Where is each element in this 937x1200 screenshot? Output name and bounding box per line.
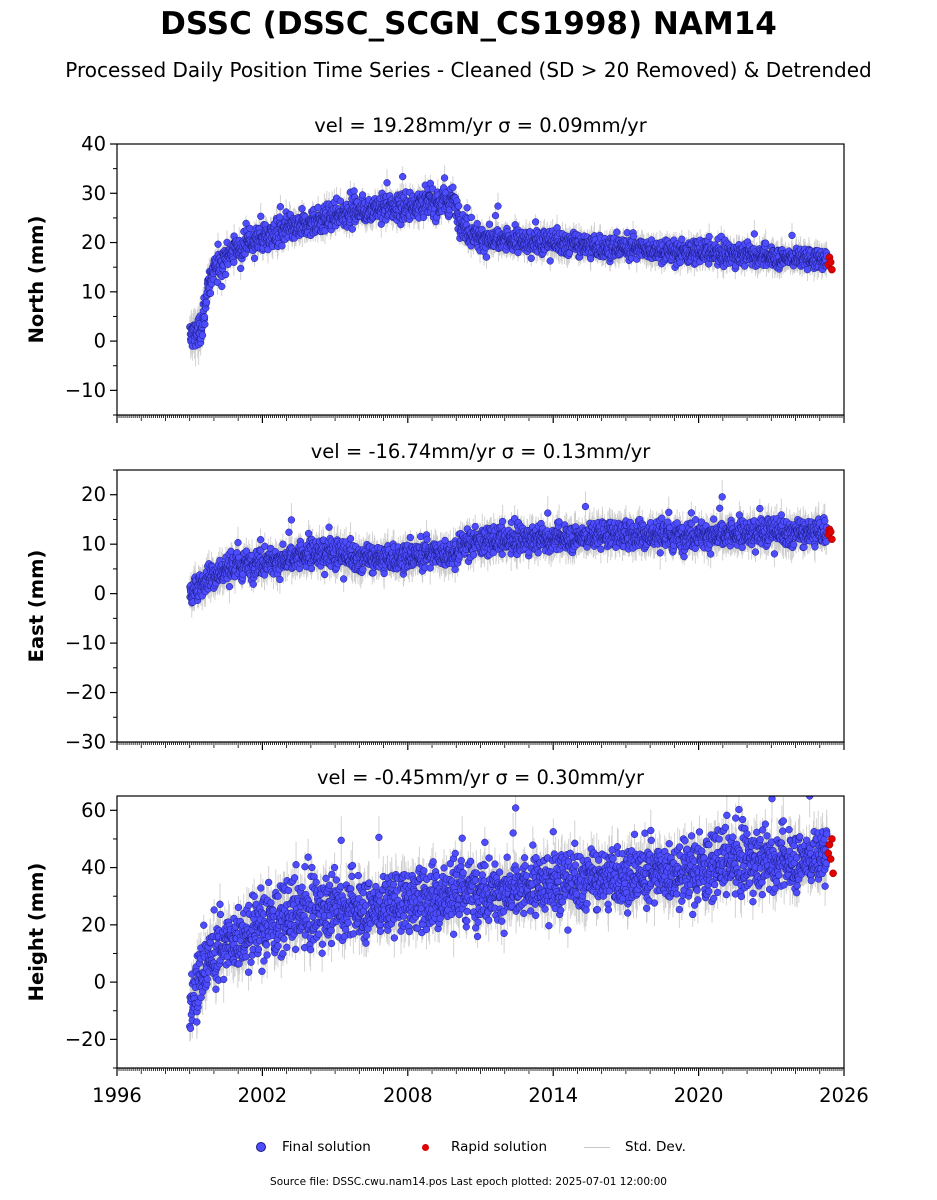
final-solution-point	[201, 320, 209, 328]
final-solution-points	[186, 173, 831, 350]
rapid-solution-points	[824, 253, 836, 274]
final-solution-point	[214, 240, 222, 248]
final-solution-point	[750, 230, 758, 238]
final-solution-point	[463, 204, 471, 212]
final-solution-point	[494, 202, 502, 210]
final-solution-point	[527, 254, 535, 262]
final-solution-point	[383, 179, 391, 187]
final-solution-point	[350, 187, 358, 195]
final-solution-point	[467, 213, 475, 222]
final-solution-point	[473, 219, 481, 228]
final-solution-point	[278, 242, 286, 250]
final-solution-point	[198, 331, 207, 339]
final-solution-point	[454, 202, 463, 210]
final-solution-point	[257, 212, 265, 220]
x-axis	[116, 415, 845, 423]
final-solution-point	[358, 191, 367, 199]
rapid-solution-point	[828, 265, 836, 274]
rapid-solution-point	[826, 258, 835, 267]
final-solution-point	[275, 213, 284, 221]
final-solution-point	[221, 270, 230, 279]
final-solution-point	[246, 224, 254, 233]
final-solution-point	[531, 218, 540, 226]
final-solution-point	[491, 211, 500, 220]
y-axis-label: North (mm)	[25, 216, 48, 344]
final-solution-point	[250, 254, 259, 262]
final-solution-point	[348, 225, 356, 233]
final-solution-point	[482, 253, 491, 261]
y-axis: −10 0 10 20 30 40	[65, 133, 117, 416]
final-solution-point	[803, 265, 812, 274]
figure-title: DSSC (DSSC_SCGN_CS1998) NAM14	[160, 6, 777, 42]
final-solution-point	[200, 313, 209, 321]
final-solution-point	[230, 258, 238, 266]
final-solution-point	[762, 239, 770, 247]
final-solution-point	[399, 173, 407, 181]
final-solution-point	[336, 197, 345, 205]
plot-area	[186, 165, 836, 367]
final-solution-point	[587, 255, 595, 263]
final-solution-point	[218, 282, 226, 291]
final-solution-point	[485, 220, 494, 228]
y-tick-label: 10	[81, 280, 106, 303]
panel-title: vel = 19.28mm/yr σ = 0.09mm/yr	[314, 114, 647, 137]
final-solution-point	[514, 248, 522, 257]
final-solution-point	[546, 257, 554, 265]
final-solution-point	[705, 232, 713, 241]
final-solution-point	[449, 183, 457, 191]
final-solution-point	[788, 231, 796, 240]
final-solution-point	[202, 298, 211, 306]
figure-subtitle: Processed Daily Position Time Series - C…	[65, 58, 872, 82]
y-tick-label: 30	[81, 182, 106, 205]
final-solution-point	[429, 185, 437, 193]
final-solution-point	[741, 262, 749, 270]
final-solution-point	[613, 228, 621, 236]
final-solution-point	[678, 235, 686, 243]
plot-area	[186, 480, 836, 618]
y-tick-label: 40	[81, 133, 106, 156]
final-solution-point	[419, 213, 428, 222]
final-solution-point	[206, 289, 215, 297]
final-solution-point	[237, 264, 245, 273]
y-tick-label: −10	[65, 379, 106, 402]
y-tick-label: 0	[94, 330, 106, 353]
final-solution-point	[629, 232, 638, 241]
y-tick-label: 20	[81, 231, 106, 254]
final-solution-point	[440, 174, 449, 182]
panel-north: −10 0 10 20 30 40 North (mm) vel = 19.28mm/yr σ…	[25, 114, 845, 423]
final-solution-point	[298, 205, 306, 213]
final-solution-point	[276, 203, 285, 211]
